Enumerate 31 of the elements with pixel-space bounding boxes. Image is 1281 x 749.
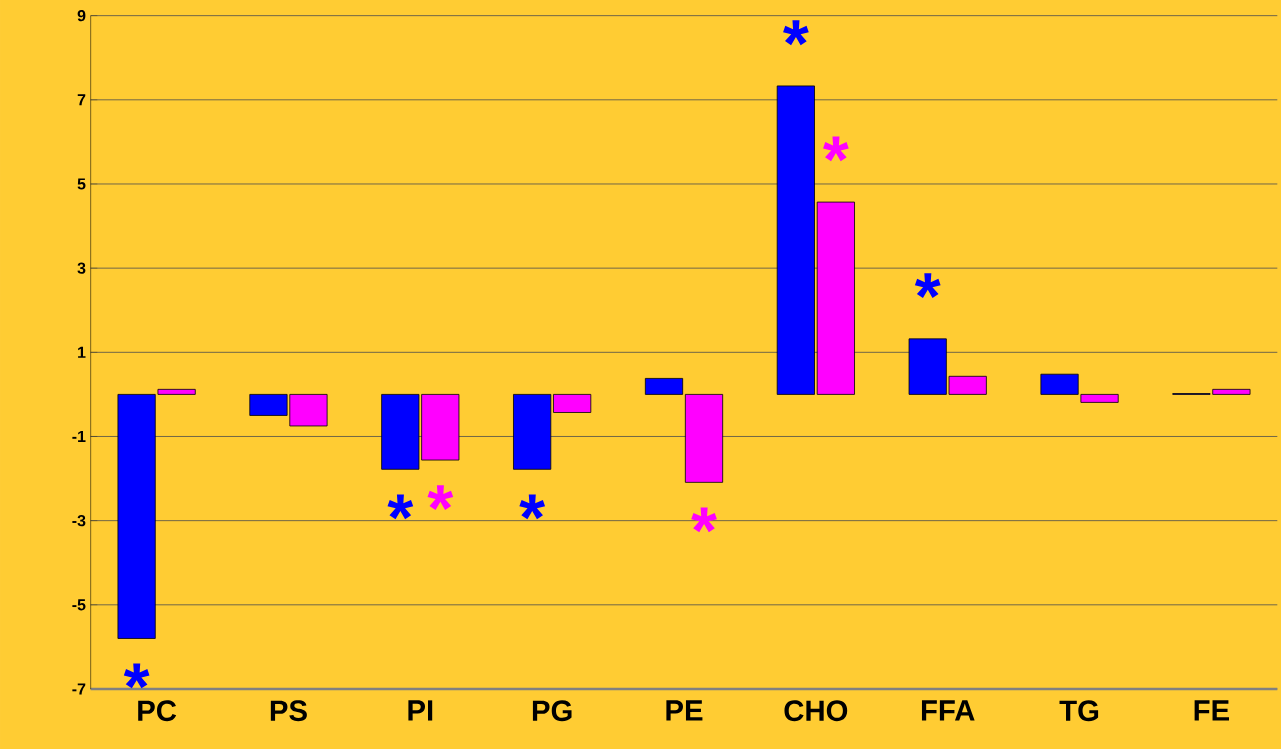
bar <box>553 394 592 413</box>
y-tick-label: 1 <box>78 346 86 358</box>
x-tick-label: PG <box>532 700 572 722</box>
x-tick-label: TG <box>1059 700 1099 722</box>
y-tick-label: -1 <box>72 430 86 442</box>
x-tick-label: CHO <box>784 700 848 722</box>
x-tick-label: PE <box>666 700 703 721</box>
bar <box>513 394 552 470</box>
x-tick-label: FE <box>1194 700 1229 721</box>
annotation: * <box>914 273 941 299</box>
bar <box>644 378 684 395</box>
annotation: * <box>427 485 454 510</box>
y-tick-label: 9 <box>77 9 86 22</box>
x-tick-label: PI <box>408 700 433 721</box>
x-tick-label: PC <box>138 700 177 722</box>
annotation: * <box>783 20 809 46</box>
y-tick-label: -5 <box>72 599 86 611</box>
annotation: * <box>387 494 414 520</box>
y-tick-label: 5 <box>77 178 86 190</box>
annotation: * <box>123 663 150 689</box>
x-tick-label: FFA <box>921 700 975 721</box>
bar <box>684 394 724 483</box>
annotation: * <box>519 494 546 520</box>
annotation: * <box>823 136 849 162</box>
y-tick-label: 7 <box>77 94 86 106</box>
y-tick-label: -7 <box>72 683 86 695</box>
y-tick-label: 3 <box>77 262 86 274</box>
y-tick-label: -3 <box>72 514 86 527</box>
bar <box>816 201 855 395</box>
bar <box>776 85 815 395</box>
x-tick-label: PS <box>270 700 307 722</box>
